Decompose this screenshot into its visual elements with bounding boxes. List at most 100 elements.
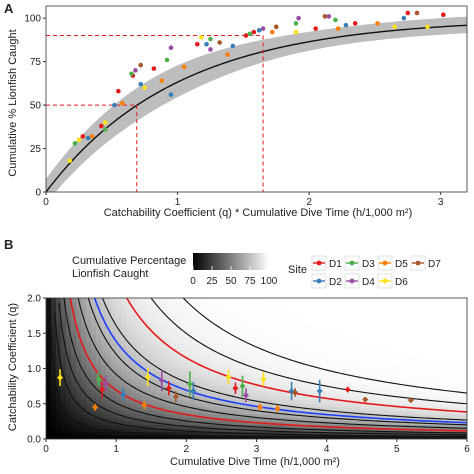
heatmap-cell [76,336,82,341]
heatmap-cell [176,308,182,313]
heatmap-cell [81,428,87,433]
heatmap-cell [296,322,303,327]
heatmap-cell [306,386,313,391]
heatmap-cell [151,308,157,313]
heatmap-cell [331,379,338,384]
fill-legend-tick-label-75: 75 [244,276,256,287]
heatmap-cell [281,372,288,377]
heatmap-cell [181,417,187,422]
heatmap-cell [446,322,453,327]
heatmap-cell [251,393,258,398]
site-legend-label-D7: D7 [428,259,441,270]
heatmap-cell [316,333,323,338]
heatmap-cell [201,424,207,430]
heatmap-cell [396,329,403,334]
heatmap-cell [191,308,197,313]
heatmap-cell [416,312,423,317]
panel-a-point-D6-3 [142,85,147,91]
heatmap-cell [431,347,438,352]
heatmap-cell [56,357,62,363]
heatmap-cell [171,301,177,306]
heatmap-cell [436,343,443,348]
heatmap-cell [456,357,463,363]
heatmap-cell [216,403,223,408]
heatmap-cell [191,368,197,373]
heatmap-cell [116,382,122,387]
heatmap-cell [391,347,398,352]
heatmap-cell [201,403,207,408]
heatmap-cell [126,308,132,313]
heatmap-cell [61,319,67,324]
heatmap-cell [421,361,428,366]
heatmap-cell [441,343,448,348]
heatmap-cell [141,417,147,422]
heatmap-cell [86,375,92,380]
heatmap-cell [111,382,117,387]
heatmap-cell [291,333,298,338]
heatmap-cell [146,382,152,387]
heatmap-cell [151,421,157,426]
heatmap-cell [406,326,413,331]
heatmap-cell [341,319,348,324]
heatmap-cell [261,386,268,391]
heatmap-cell [271,308,278,313]
heatmap-cell [401,361,408,366]
heatmap-cell [221,312,228,317]
heatmap-cell [176,382,182,387]
heatmap-cell [346,421,353,426]
heatmap-cell [116,431,122,437]
heatmap-cell [446,312,453,317]
heatmap-cell [411,410,418,415]
heatmap-cell [341,357,348,363]
heatmap-cell [131,326,137,331]
heatmap-cell [306,305,313,310]
fill-legend-title-line2: Lionfish Caught [72,268,148,280]
heatmap-cell [301,329,308,334]
heatmap-cell [246,326,253,331]
panel-b-point-D4-8 [158,377,165,384]
heatmap-cell [126,361,132,366]
heatmap-cell [281,301,288,306]
heatmap-cell [366,386,373,391]
heatmap-cell [216,305,223,310]
heatmap-cell [151,400,157,405]
heatmap-cell [416,357,423,363]
heatmap-cell [456,350,463,355]
heatmap-cell [441,393,448,398]
heatmap-cell [326,389,333,394]
heatmap-cell [371,407,378,412]
heatmap-cell [366,315,373,320]
heatmap-cell [426,336,433,341]
heatmap-cell [101,410,107,415]
heatmap-cell [226,336,233,341]
heatmap-cell [191,428,197,433]
panel-a-point-D5-1 [120,101,125,106]
heatmap-cell [331,333,338,338]
heatmap-cell [251,361,258,366]
heatmap-cell [391,396,398,401]
heatmap-cell [101,386,107,391]
heatmap-cell [291,298,298,303]
heatmap-cell [146,301,152,306]
heatmap-cell [111,372,117,377]
fill-legend-colorbar [193,253,269,270]
heatmap-cell [116,364,122,370]
heatmap-cell [46,319,52,324]
heatmap-cell [91,424,97,430]
heatmap-cell [206,368,212,373]
heatmap-cell [396,336,403,341]
panel-a-point-D5-5 [269,29,275,35]
heatmap-cell [461,386,467,391]
heatmap-cell [241,322,248,327]
heatmap-cell [126,372,132,377]
heatmap-cell [416,336,423,341]
heatmap-cell [341,417,348,422]
heatmap-cell [411,301,418,306]
heatmap-cell [216,333,223,338]
heatmap-cell [61,421,67,426]
heatmap-cell [326,298,333,303]
heatmap-cell [276,329,283,334]
heatmap-cell [126,389,132,394]
heatmap-cell [196,329,202,334]
heatmap-cell [301,361,308,366]
